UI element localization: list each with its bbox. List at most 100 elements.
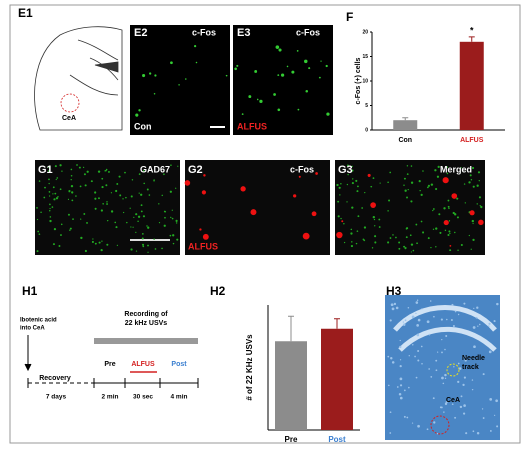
cell <box>478 179 480 182</box>
cell <box>417 424 420 428</box>
cell <box>101 186 104 189</box>
cell <box>48 195 51 197</box>
cell <box>250 209 257 216</box>
cell <box>450 319 453 322</box>
cell <box>463 302 466 305</box>
cell <box>305 89 309 93</box>
cell <box>116 183 119 185</box>
label: 22 kHz USVs <box>125 320 168 327</box>
cell <box>351 169 354 172</box>
cell <box>496 302 499 306</box>
cell <box>161 247 163 250</box>
cell <box>59 164 62 167</box>
cell <box>91 240 94 243</box>
cell <box>487 325 490 327</box>
cell <box>432 397 435 400</box>
cell <box>439 406 442 409</box>
label: ALFUS <box>237 121 267 131</box>
tissue <box>393 305 497 352</box>
cell <box>114 221 117 224</box>
cell <box>471 166 475 170</box>
error-bar <box>468 36 475 42</box>
cell <box>476 184 479 187</box>
cell <box>489 430 492 432</box>
cell <box>444 348 446 351</box>
cell <box>343 223 345 225</box>
cell <box>473 345 476 349</box>
cell <box>176 238 179 241</box>
cell <box>302 232 310 240</box>
cell <box>417 318 421 322</box>
cell <box>439 231 442 234</box>
cell <box>44 186 46 189</box>
cell <box>440 318 443 321</box>
cell <box>100 248 103 252</box>
cell <box>116 244 118 247</box>
cell <box>49 219 52 223</box>
cell <box>51 206 54 208</box>
cell <box>315 172 318 175</box>
cell <box>390 356 393 360</box>
micrograph <box>335 160 485 255</box>
cell <box>146 225 148 227</box>
cell <box>132 226 134 228</box>
cell <box>100 209 104 212</box>
cell <box>58 245 61 247</box>
cell <box>236 64 239 67</box>
cell <box>409 234 412 237</box>
cell <box>428 333 431 336</box>
cell <box>297 108 300 111</box>
cell <box>415 376 418 379</box>
cell <box>422 231 425 234</box>
cell <box>171 217 174 220</box>
cell <box>443 207 446 210</box>
cell <box>411 422 414 424</box>
cell <box>86 170 89 173</box>
label: Post <box>171 361 187 368</box>
cell <box>106 219 109 222</box>
cell <box>38 180 41 182</box>
cell <box>370 185 373 188</box>
cell <box>457 313 460 316</box>
cell <box>142 73 146 78</box>
cell <box>441 338 443 341</box>
cell <box>451 403 454 406</box>
cell <box>277 108 281 112</box>
cell <box>427 184 430 187</box>
cell <box>184 180 191 186</box>
cell <box>36 218 39 221</box>
cell <box>412 344 414 346</box>
cell <box>426 320 430 324</box>
cell <box>275 45 280 49</box>
cell <box>448 207 450 210</box>
cell <box>477 171 481 174</box>
cell <box>378 226 381 228</box>
cell <box>130 195 133 198</box>
cell <box>256 98 259 101</box>
cell <box>68 190 71 193</box>
cell <box>388 199 391 202</box>
cell <box>118 175 121 178</box>
cell <box>140 193 143 196</box>
cell <box>438 213 441 216</box>
cell <box>340 182 342 185</box>
cell <box>79 185 82 188</box>
cell <box>340 217 342 220</box>
cell <box>398 247 401 250</box>
cell <box>449 249 452 252</box>
cell <box>149 72 152 75</box>
cell <box>60 234 62 236</box>
cell <box>61 170 63 172</box>
cell <box>457 249 459 251</box>
cell <box>410 200 413 203</box>
cell <box>40 211 42 214</box>
cell <box>404 189 407 192</box>
label: E1 <box>18 6 33 20</box>
cell <box>318 76 321 79</box>
cell <box>398 392 402 396</box>
cell <box>374 241 377 244</box>
cell <box>396 386 399 388</box>
cell <box>163 224 166 227</box>
cell <box>106 243 109 246</box>
cell <box>106 203 109 205</box>
